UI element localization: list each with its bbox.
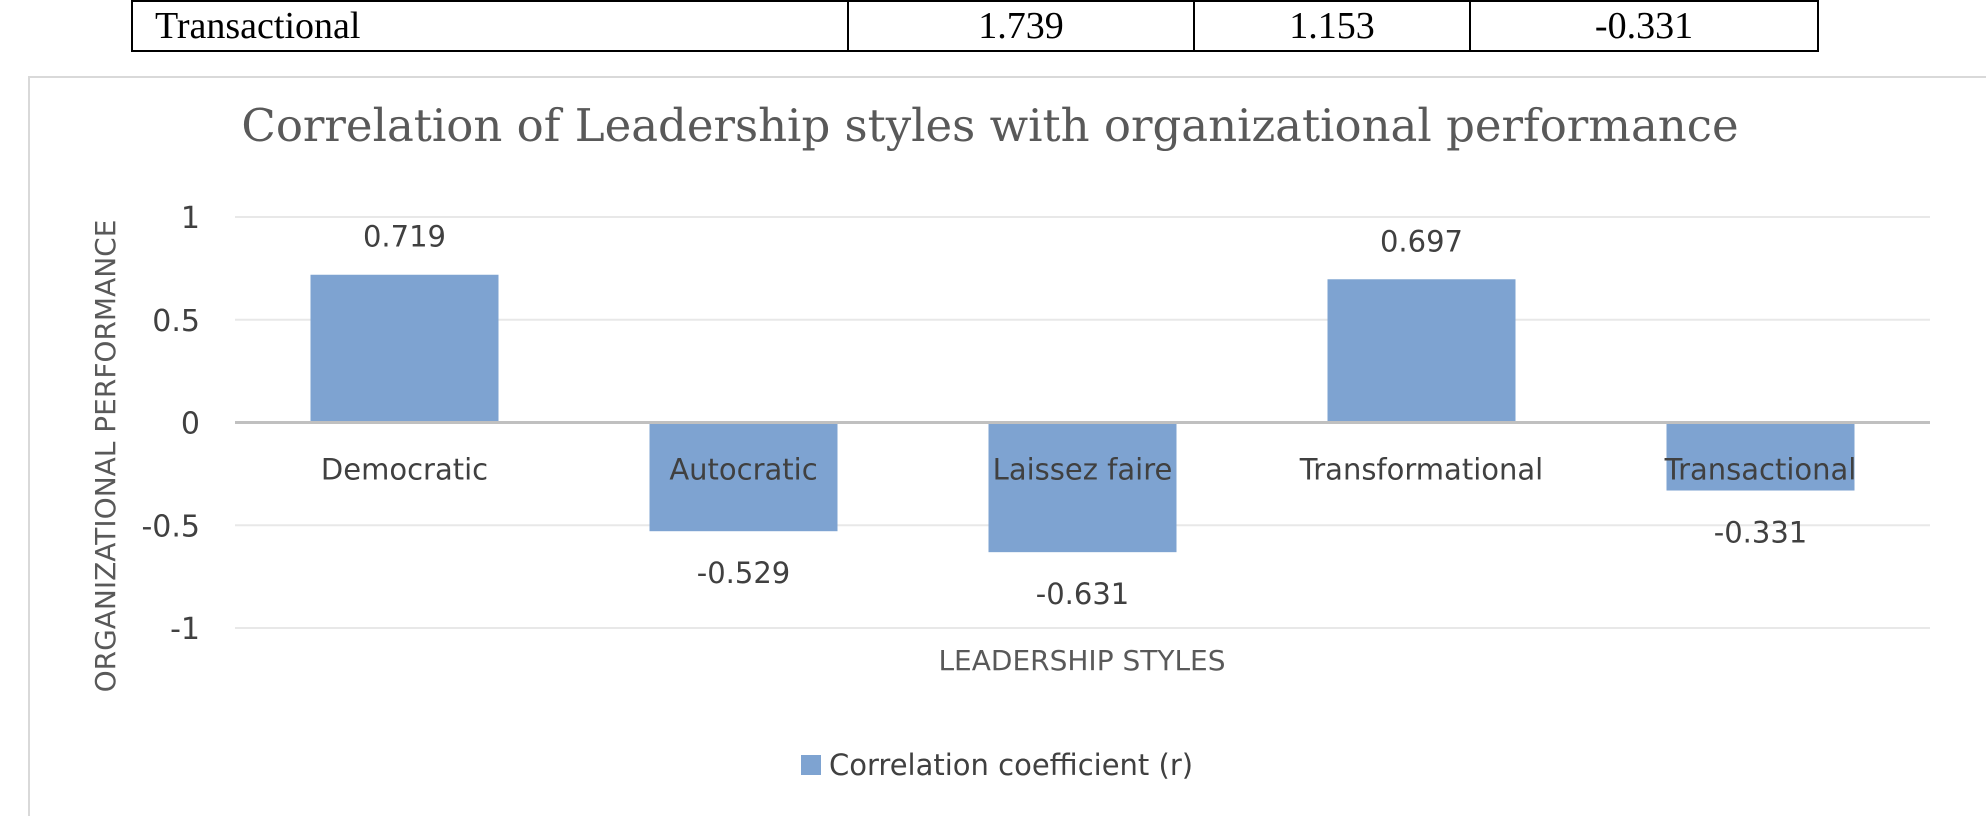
data-label: -0.631 bbox=[1036, 577, 1130, 611]
table-row: Transactional 1.739 1.153 -0.331 bbox=[131, 0, 1819, 52]
legend-swatch bbox=[801, 755, 821, 775]
row-label: Transactional bbox=[131, 0, 849, 52]
cell-value: -0.331 bbox=[1469, 0, 1819, 52]
y-tick-label: 1 bbox=[181, 201, 200, 236]
x-tick-label: Transactional bbox=[1664, 453, 1857, 487]
bar bbox=[310, 274, 499, 423]
data-label: 0.719 bbox=[363, 220, 446, 254]
data-label: 0.697 bbox=[1380, 224, 1463, 258]
y-axis-label: ORGANIZATIONAL PERFORMANCE bbox=[89, 220, 122, 693]
y-tick-label: 0.5 bbox=[152, 304, 200, 339]
x-tick-label: Autocratic bbox=[669, 453, 817, 487]
x-tick-label: Laissez faire bbox=[993, 453, 1173, 487]
cell-value: 1.153 bbox=[1193, 0, 1471, 52]
cell-value: 1.739 bbox=[847, 0, 1195, 52]
summary-table: Transactional 1.739 1.153 -0.331 bbox=[131, 0, 1819, 52]
y-tick-label: -0.5 bbox=[141, 509, 200, 544]
bar bbox=[649, 422, 838, 532]
bar bbox=[988, 422, 1177, 553]
bar-chart: Correlation of Leadership styles with or… bbox=[89, 99, 1930, 782]
x-axis-label: LEADERSHIP STYLES bbox=[938, 644, 1225, 677]
legend-label: Correlation coefficient (r) bbox=[829, 748, 1193, 782]
data-label: -0.331 bbox=[1714, 516, 1808, 550]
bar bbox=[1666, 422, 1855, 491]
x-tick-label: Democratic bbox=[321, 453, 488, 487]
y-tick-label: -1 bbox=[170, 612, 200, 647]
x-tick-label: Transformational bbox=[1299, 453, 1543, 487]
bar bbox=[1327, 279, 1516, 423]
legend: Correlation coefficient (r) bbox=[801, 748, 1193, 782]
y-tick-label: 0 bbox=[181, 407, 200, 442]
chart-area: Correlation of Leadership styles with or… bbox=[28, 76, 1986, 816]
data-label: -0.529 bbox=[697, 556, 791, 590]
chart-title: Correlation of Leadership styles with or… bbox=[241, 99, 1738, 152]
